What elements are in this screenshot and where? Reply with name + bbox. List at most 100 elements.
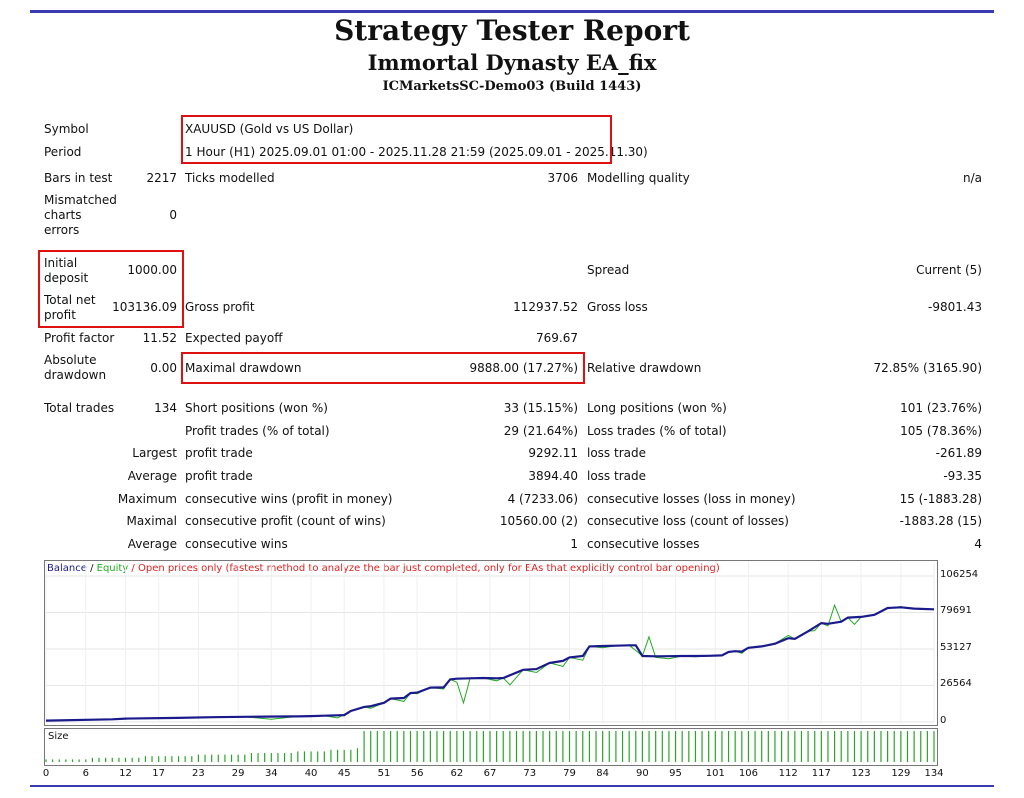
- largest-loss-value: -261.89: [935, 446, 982, 460]
- profit-factor-label: Profit factor: [44, 331, 115, 345]
- symbol-period-highlight: [181, 115, 612, 164]
- rel-drawdown-value: 72.85% (3165.90): [873, 361, 982, 375]
- x-tick-label: 29: [231, 768, 245, 779]
- x-tick-label: 129: [891, 768, 911, 779]
- total-trades-value: 134: [154, 401, 177, 415]
- total-trades-label: Total trades: [44, 401, 115, 415]
- average-profit-label: profit trade: [185, 469, 253, 483]
- profit-factor-value: 11.52: [142, 331, 177, 345]
- average2-label: Average: [127, 537, 177, 551]
- mismatch-label-1: Mismatched: [44, 193, 117, 207]
- legend-balance: Balance: [47, 563, 87, 574]
- ticks-value: 3706: [547, 171, 578, 185]
- mismatch-label-2: charts: [44, 208, 82, 222]
- largest-profit-value: 9292.11: [528, 446, 578, 460]
- largest-label: Largest: [132, 446, 177, 460]
- gross-loss-label: Gross loss: [587, 300, 648, 314]
- maximal-loss-value: -1883.28 (15): [899, 514, 982, 528]
- x-tick-label: 90: [636, 768, 649, 779]
- x-tick-label: 0: [42, 768, 50, 779]
- expected-payoff-label: Expected payoff: [185, 331, 283, 345]
- bottom-border-line: [30, 785, 994, 787]
- x-tick-label: 34: [264, 768, 278, 779]
- server-build: ICMarketsSC-Demo03 (Build 1443): [382, 79, 642, 94]
- y-tick-label: 79691: [940, 605, 972, 617]
- short-label: Short positions (won %): [185, 401, 328, 415]
- bars-value: 2217: [146, 171, 177, 185]
- x-tick-label: 51: [377, 768, 391, 779]
- profit-trades-label: Profit trades (% of total): [185, 424, 330, 438]
- maximal-profit-value: 10560.00 (2): [499, 514, 578, 528]
- x-tick-label: 73: [523, 768, 537, 779]
- spread-label: Spread: [587, 263, 630, 277]
- x-tick-label: 84: [596, 768, 610, 779]
- short-value: 33 (15.15%): [503, 401, 578, 415]
- maximal-label: Maximal: [126, 514, 177, 528]
- report-title: Strategy Tester Report: [334, 14, 690, 47]
- x-tick-label: 62: [450, 768, 464, 779]
- initial-deposit-label-2: deposit: [44, 271, 89, 285]
- chart-legend: Balance / Equity / Open prices only (fas…: [47, 563, 720, 574]
- loss-trades-label: Loss trades (% of total): [587, 424, 727, 438]
- abs-drawdown-value: 0.00: [150, 361, 177, 375]
- period-value: 1 Hour (H1) 2025.09.01 01:00 - 2025.11.2…: [185, 145, 648, 159]
- abs-drawdown-label-1: Absolute: [44, 353, 97, 367]
- max-drawdown-value: 9888.00 (17.27%): [469, 361, 578, 375]
- x-tick-label: 134: [924, 768, 944, 779]
- symbol-label: Symbol: [44, 122, 89, 136]
- gross-loss-value: -9801.43: [928, 300, 982, 314]
- quality-value: n/a: [962, 171, 982, 185]
- gross-profit-label: Gross profit: [185, 300, 255, 314]
- x-tick-label: 6: [82, 768, 89, 779]
- spread-value: Current (5): [916, 263, 982, 277]
- max-wins-value: 4 (7233.06): [507, 492, 578, 506]
- profit-trades-value: 29 (21.64%): [503, 424, 578, 438]
- net-profit-label-1: Total net: [44, 293, 96, 307]
- legend-separator: /: [86, 563, 97, 574]
- balance-chart: [44, 560, 938, 726]
- y-tick-label: 0: [940, 715, 947, 726]
- bars-label: Bars in test: [44, 171, 113, 185]
- y-tick-label: 53127: [940, 642, 972, 653]
- ticks-label: Ticks modelled: [185, 171, 275, 185]
- avg-losses-label: consecutive losses: [587, 537, 700, 551]
- size-label: Size: [48, 731, 69, 742]
- period-label: Period: [44, 145, 82, 159]
- x-tick-label: 45: [337, 768, 351, 779]
- gross-profit-value: 112937.52: [513, 300, 578, 314]
- x-tick-label: 123: [851, 768, 871, 779]
- net-profit-label-2: profit: [44, 308, 76, 322]
- x-tick-label: 112: [778, 768, 798, 779]
- x-tick-label: 12: [119, 768, 132, 779]
- deposit-profit-highlight: [38, 250, 184, 328]
- x-tick-label: 17: [152, 768, 166, 779]
- maximum-label: Maximum: [117, 492, 177, 506]
- max-drawdown-highlight: [181, 352, 585, 384]
- mismatch-label-3: errors: [44, 223, 80, 237]
- x-tick-label: 106: [738, 768, 758, 779]
- avg-wins-value: 1: [570, 537, 578, 551]
- expected-payoff-value: 769.67: [536, 331, 578, 345]
- legend-equity: Equity: [96, 563, 129, 574]
- x-tick-label: 40: [304, 768, 318, 779]
- max-drawdown-label: Maximal drawdown: [185, 361, 302, 375]
- x-tick-label: 79: [563, 768, 576, 779]
- avg-wins-label: consecutive wins: [185, 537, 288, 551]
- x-tick-label: 23: [192, 768, 205, 779]
- mismatch-value: 0: [169, 208, 177, 222]
- average-loss-label: loss trade: [587, 469, 646, 483]
- ea-name: Immortal Dynasty EA_fix: [367, 50, 657, 75]
- average-loss-value: -93.35: [943, 469, 982, 483]
- legend-note: Open prices only (fastest method to anal…: [137, 563, 720, 574]
- series-balance-line: [45, 606, 935, 722]
- max-losses-value: 15 (-1883.28): [899, 492, 982, 506]
- net-profit-value: 103136.09: [112, 300, 177, 314]
- x-tick-label: 56: [410, 768, 424, 779]
- max-wins-label: consecutive wins (profit in money): [185, 492, 393, 506]
- legend-separator: /: [128, 563, 138, 574]
- average-label: Average: [127, 469, 177, 483]
- long-value: 101 (23.76%): [900, 401, 982, 415]
- quality-label: Modelling quality: [587, 171, 690, 185]
- size-panel: [44, 728, 938, 766]
